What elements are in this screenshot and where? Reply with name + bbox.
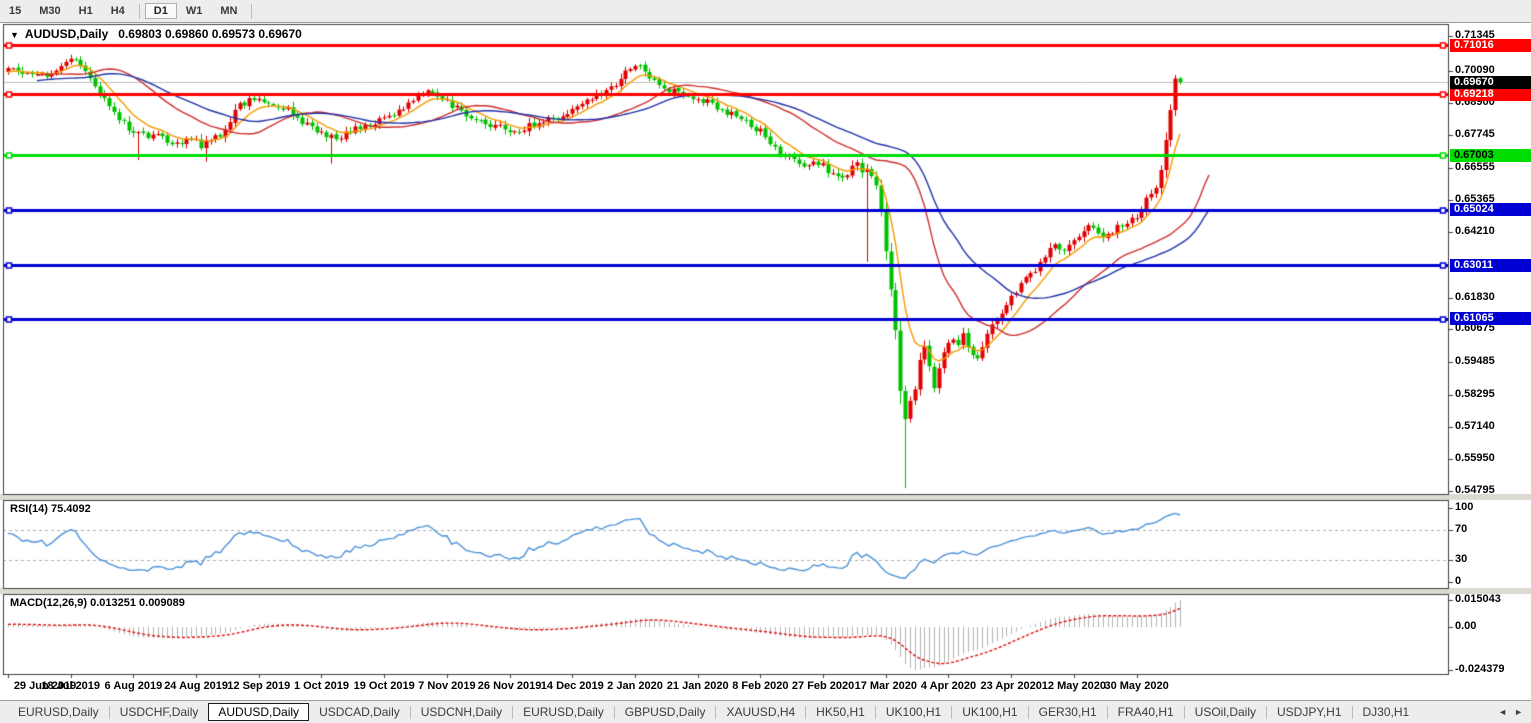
price-axis-tick-label: 0.55950 xyxy=(1455,452,1495,465)
tab-separator xyxy=(715,705,717,719)
rsi-axis-label: 100 xyxy=(1455,501,1474,513)
price-axis-tick-label: 0.54795 xyxy=(1455,484,1495,496)
tab-uk100-h1-9[interactable]: UK100,H1 xyxy=(885,705,942,719)
chart-title: ▼ AUDUSD,Daily 0.69803 0.69860 0.69573 0.6… xyxy=(10,27,302,41)
timeframe-button-MN[interactable]: MN xyxy=(220,5,238,17)
tab-separator xyxy=(108,705,110,719)
date-axis-label: 12 Sep 2019 xyxy=(227,680,291,692)
tab-separator xyxy=(1027,705,1029,719)
date-axis-label: 29 Jun 2019 xyxy=(13,680,77,692)
toolbar-separator xyxy=(138,3,140,19)
tab-separator xyxy=(805,705,807,719)
date-axis-label: 18 Jul 2019 xyxy=(41,680,101,692)
tab-ger30-h1-11[interactable]: GER30,H1 xyxy=(1038,705,1097,719)
tab-fra40-h1-12[interactable]: FRA40,H1 xyxy=(1117,705,1174,719)
date-axis-label: 4 Apr 2020 xyxy=(920,680,977,692)
date-axis-label: 30 May 2020 xyxy=(1104,680,1169,692)
price-axis-tick-label: 0.59485 xyxy=(1455,355,1495,368)
tab-usdcad-daily-3[interactable]: USDCAD,Daily xyxy=(319,705,400,719)
macd-axis-zero-label: 0.00 xyxy=(1455,620,1477,633)
rsi-indicator-label: RSI(14) 75.4092 xyxy=(10,503,91,515)
tab-separator xyxy=(1183,705,1185,719)
tab-usdcnh-daily-4[interactable]: USDCNH,Daily xyxy=(420,705,503,719)
timeframe-toolbar: 15 M30 H1 H4 D1 W1 MN xyxy=(0,0,1531,23)
timeframe-button-15[interactable]: 15 xyxy=(9,5,22,17)
macd-axis-min-label: -0.024379 xyxy=(1455,663,1505,675)
rsi-axis-label: 30 xyxy=(1455,552,1468,565)
date-axis-label: 23 Apr 2020 xyxy=(980,680,1042,692)
date-axis-label: 12 May 2020 xyxy=(1041,680,1106,692)
date-axis-label: 14 Dec 2019 xyxy=(540,680,604,692)
macd-axis-max-label: 0.015043 xyxy=(1455,593,1501,605)
timeframe-button-D1[interactable]: D1 xyxy=(144,3,177,19)
date-axis-label: 6 Aug 2019 xyxy=(104,680,163,692)
tab-dj30-h1-15[interactable]: DJ30,H1 xyxy=(1362,705,1410,719)
tab-usdchf-daily-1[interactable]: USDCHF,Daily xyxy=(119,705,199,719)
toolbar-separator xyxy=(251,3,253,19)
date-axis-label: 7 Nov 2019 xyxy=(418,680,476,692)
hline-price-badge: 0.61065 xyxy=(1450,312,1531,326)
tab-scroll-arrows: ◄ ► xyxy=(1498,707,1523,717)
date-axis-label: 26 Nov 2019 xyxy=(477,680,542,692)
symbol-dropdown-icon[interactable]: ▼ xyxy=(10,30,19,40)
hline-price-badge: 0.65024 xyxy=(1450,203,1531,217)
tab-separator xyxy=(874,705,876,719)
price-axis-tick-label: 0.57140 xyxy=(1455,419,1495,432)
hline-price-badge: 0.67003 xyxy=(1450,148,1531,162)
tab-separator xyxy=(409,705,411,719)
price-axis-tick-label: 0.66555 xyxy=(1455,160,1495,173)
price-axis-tick-label: 0.64210 xyxy=(1455,225,1495,238)
hline-price-badge: 0.69218 xyxy=(1450,87,1531,101)
date-axis-label: 21 Jan 2020 xyxy=(666,680,729,692)
price-axis-tick-label: 0.61830 xyxy=(1455,290,1495,303)
date-axis-label: 1 Oct 2019 xyxy=(293,680,349,692)
date-axis-label: 24 Aug 2019 xyxy=(164,680,228,692)
tab-scroll-left-icon[interactable]: ◄ xyxy=(1498,707,1508,717)
tab-eurusd-daily-5[interactable]: EURUSD,Daily xyxy=(523,705,604,719)
macd-indicator-label: MACD(12,26,9) 0.013251 0.009089 xyxy=(10,597,185,609)
current-price-badge: 0.69670 xyxy=(1450,75,1531,89)
chart-ohlc-values: 0.69803 0.69860 0.69573 0.69670 xyxy=(118,27,302,41)
price-axis-tick-label: 0.70090 xyxy=(1455,63,1495,76)
date-axis-label: 19 Oct 2019 xyxy=(353,680,415,692)
tab-separator xyxy=(613,705,615,719)
timeframe-button-H1[interactable]: H1 xyxy=(78,5,93,17)
date-axis-label: 2 Jan 2020 xyxy=(607,680,663,692)
tab-separator xyxy=(1351,705,1353,719)
date-axis-label: 17 Mar 2020 xyxy=(854,680,917,692)
timeframe-button-M30[interactable]: M30 xyxy=(39,5,61,17)
timeframe-button-W1[interactable]: W1 xyxy=(185,5,203,17)
tab-separator xyxy=(1266,705,1268,719)
tab-uk100-h1-10[interactable]: UK100,H1 xyxy=(962,705,1018,719)
tab-gbpusd-daily-6[interactable]: GBPUSD,Daily xyxy=(624,705,706,719)
tab-xauusd-h4-7[interactable]: XAUUSD,H4 xyxy=(726,705,796,719)
tab-separator xyxy=(512,705,514,719)
tab-usoil-daily-13[interactable]: USOil,Daily xyxy=(1194,705,1257,719)
price-axis-tick-label: 0.65365 xyxy=(1455,193,1495,206)
price-axis-tick-label: 0.67745 xyxy=(1455,127,1495,140)
price-axis-tick-label: 0.58295 xyxy=(1455,387,1495,400)
tab-separator xyxy=(1106,705,1108,719)
rsi-axis-label: 70 xyxy=(1455,523,1468,536)
hline-price-badge: 0.71016 xyxy=(1450,38,1531,52)
hline-price-badge: 0.63011 xyxy=(1450,258,1531,272)
price-axis-tick-label: 0.71345 xyxy=(1455,29,1495,41)
rsi-axis-label: 0 xyxy=(1455,575,1462,587)
date-axis-label: 27 Feb 2020 xyxy=(791,680,855,692)
tab-hk50-h1-8[interactable]: HK50,H1 xyxy=(816,705,865,719)
timeframe-button-H4[interactable]: H4 xyxy=(110,5,125,17)
date-axis-label: 8 Feb 2020 xyxy=(732,680,789,692)
tab-usdjpy-h1-14[interactable]: USDJPY,H1 xyxy=(1277,705,1342,719)
tab-scroll-right-icon[interactable]: ► xyxy=(1514,707,1523,717)
tab-separator xyxy=(951,705,953,719)
price-axis-tick-label: 0.60675 xyxy=(1455,322,1495,335)
symbol-tab-bar: EURUSD,Daily USDCHF,Daily AUDUSD,Daily USDC… xyxy=(0,700,1531,723)
tab-audusd-daily-2[interactable]: AUDUSD,Daily xyxy=(208,703,310,721)
chart-symbol-label: AUDUSD,Daily xyxy=(24,27,109,41)
tab-eurusd-daily-0[interactable]: EURUSD,Daily xyxy=(18,705,99,719)
